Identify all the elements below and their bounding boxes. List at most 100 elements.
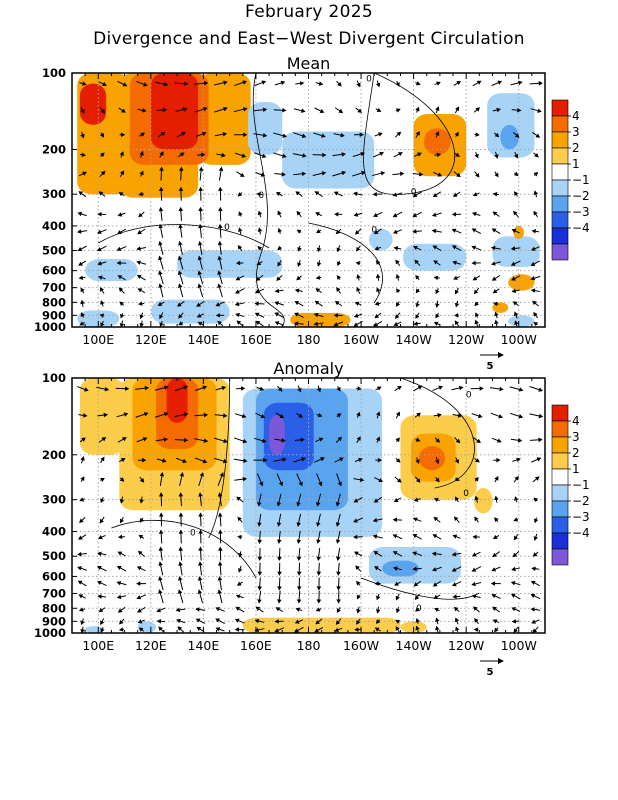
grid-lines [72,73,545,327]
wind-vector [275,607,283,613]
wind-vector [312,171,327,176]
wind-vector [353,191,363,197]
wind-vector [529,81,543,86]
wind-vector [471,566,482,572]
wind-vector [392,192,403,197]
wind-vector [215,313,225,318]
wind-vector [336,590,341,604]
wind-vector [238,211,243,217]
wind-vector [235,288,245,294]
wind-vector [414,412,421,418]
divergence-region [424,128,451,155]
wind-vector [255,320,264,327]
wind-vector [80,626,85,633]
wind-vector [254,618,265,624]
wind-vector [473,287,480,295]
wind-vector [316,260,322,267]
wind-vector [158,240,164,255]
x-tick-label: 180 [297,638,321,653]
x-tick-label: 160E [240,332,272,347]
wind-vector [353,132,364,137]
wind-vector [77,245,87,252]
divergence-region [492,236,540,267]
wind-vector [473,627,479,633]
wind-vector [395,619,400,624]
wind-vector [237,192,243,197]
wind-vector [275,412,285,419]
wind-vector [413,497,421,502]
wind-vector [236,320,244,327]
wind-vector [471,413,483,419]
y-tick-label: 600 [42,569,66,583]
wind-vector [353,212,363,217]
wind-vector [452,260,461,265]
wind-vector [470,386,484,391]
wind-vector [296,275,302,281]
wind-vector [356,80,361,88]
y-tick-label: 900 [42,308,66,322]
wind-vector [197,321,204,326]
wind-vector [274,627,285,633]
wind-vector [154,385,169,391]
wind-vector [392,517,402,523]
wind-vector [375,273,381,281]
wind-vector [116,565,127,572]
wind-vector [492,288,500,294]
wind-vector [510,246,521,251]
wind-vector [336,245,341,253]
wind-vector [494,627,499,633]
wind-vector [116,412,129,418]
wind-vector [178,312,184,319]
wind-vector [217,472,224,487]
wind-vector [452,594,461,599]
wind-vector [415,288,421,294]
wind-vector [415,81,421,86]
wind-vector [472,192,480,197]
wind-vector [315,288,322,294]
wind-vector [315,437,324,443]
wind-vector [509,386,524,392]
wind-vector [433,594,441,599]
panel-anomaly: Anomaly000010020030040050060070080090010… [34,359,590,678]
y-tick-label: 400 [42,525,66,539]
wind-vector [233,107,248,113]
wind-vector [353,313,363,318]
wind-vector [294,626,304,633]
wind-vector [80,107,85,114]
wind-vector [175,457,188,464]
wind-vector [294,437,305,443]
wind-vector [533,517,539,524]
y-tick-label: 800 [42,601,66,615]
wind-vector [356,594,361,600]
wind-vector [372,191,383,197]
contour-label: 0 [224,223,230,233]
wind-vector [178,166,184,181]
wind-vector [233,437,248,444]
wind-vector [314,107,325,113]
wind-vector [117,275,126,281]
wind-vector [136,594,147,600]
wind-vector [78,413,88,418]
wind-vector [492,107,501,113]
wind-vector [336,275,342,280]
wind-vector [454,320,459,327]
wind-vector [198,223,203,238]
wind-vector [194,412,209,418]
wind-vector [174,412,189,418]
wind-vector [100,320,105,327]
colorbar-swatch [551,548,569,566]
wind-vector [452,191,461,197]
wind-vector [393,246,402,251]
wind-vector [315,618,323,625]
wind-vector [394,476,402,483]
wind-vector [373,551,383,557]
wind-vector [100,300,105,307]
wind-vector [393,152,403,158]
wind-vector [98,275,106,280]
wind-vector [531,229,540,234]
wind-vector [471,260,481,266]
wind-vector [175,607,186,613]
wind-vector [195,385,208,391]
